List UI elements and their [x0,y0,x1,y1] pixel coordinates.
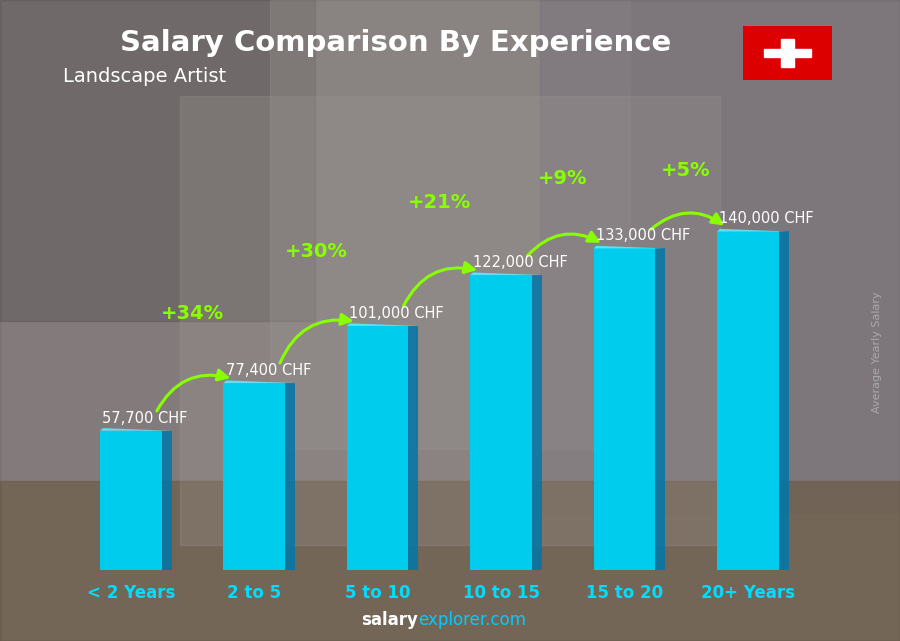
Bar [270,0,630,449]
Bar [764,49,811,57]
Bar [180,96,720,545]
Text: salary: salary [362,612,418,629]
Bar [594,249,655,570]
Bar [717,231,778,570]
Bar [0,0,315,320]
Polygon shape [100,428,172,431]
Text: 57,700 CHF: 57,700 CHF [103,410,188,426]
Text: 122,000 CHF: 122,000 CHF [472,255,567,270]
Polygon shape [223,381,295,383]
Polygon shape [162,431,172,570]
Polygon shape [285,383,295,570]
Text: +9%: +9% [538,169,588,188]
Polygon shape [409,326,419,570]
Bar [470,275,532,570]
Bar [540,0,900,513]
Text: 77,400 CHF: 77,400 CHF [226,363,311,378]
Text: explorer.com: explorer.com [418,612,526,629]
Polygon shape [778,231,788,570]
Bar [100,431,162,570]
Text: 140,000 CHF: 140,000 CHF [719,212,814,226]
Bar [0,481,900,641]
Polygon shape [594,246,665,249]
Bar [346,326,409,570]
Polygon shape [655,249,665,570]
Text: +21%: +21% [408,193,471,212]
Text: 101,000 CHF: 101,000 CHF [349,306,444,320]
Text: +30%: +30% [284,242,347,261]
Text: +5%: +5% [662,161,711,180]
Text: Landscape Artist: Landscape Artist [63,67,226,87]
Polygon shape [346,323,418,326]
Polygon shape [532,275,542,570]
Bar [781,38,794,67]
Polygon shape [717,229,788,231]
Text: +34%: +34% [161,304,224,323]
Bar [223,383,285,570]
Polygon shape [470,272,542,275]
Text: 133,000 CHF: 133,000 CHF [596,228,690,243]
Text: Salary Comparison By Experience: Salary Comparison By Experience [121,29,671,57]
Text: Average Yearly Salary: Average Yearly Salary [872,292,883,413]
